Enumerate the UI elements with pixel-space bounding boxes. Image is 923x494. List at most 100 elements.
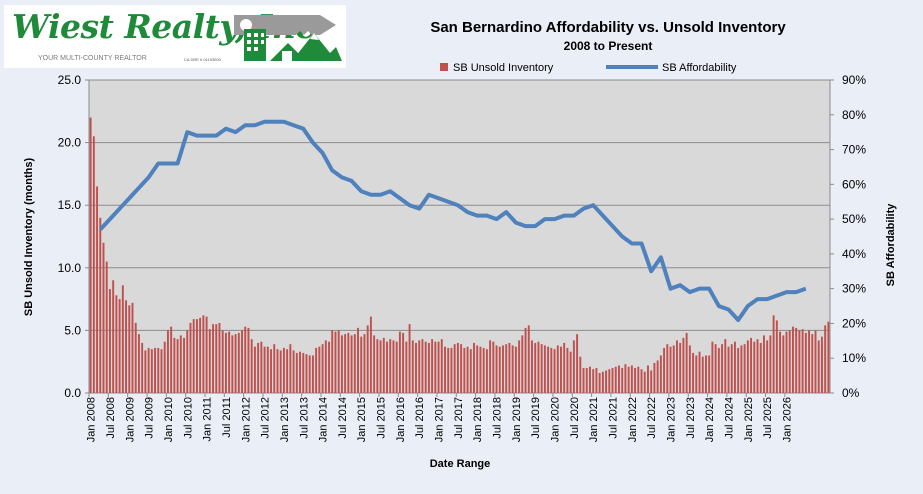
right-tick-label: 40% bbox=[842, 247, 866, 261]
inventory-bar bbox=[733, 341, 736, 393]
inventory-bar bbox=[756, 339, 759, 393]
inventory-bar bbox=[524, 327, 527, 393]
inventory-bar bbox=[505, 344, 508, 393]
inventory-bar bbox=[656, 360, 659, 393]
inventory-bar bbox=[424, 341, 427, 393]
inventory-bar bbox=[572, 340, 575, 393]
inventory-bar bbox=[682, 337, 685, 393]
inventory-bar bbox=[698, 351, 701, 393]
x-tick-label: Jan 2016 bbox=[395, 397, 407, 442]
inventory-bar bbox=[466, 346, 469, 393]
inventory-bar bbox=[627, 366, 630, 393]
inventory-bar bbox=[624, 364, 627, 393]
inventory-bar bbox=[408, 324, 411, 393]
inventory-bar bbox=[605, 370, 608, 393]
inventory-bar bbox=[550, 347, 553, 393]
x-tick-label: Jan 2011 bbox=[202, 397, 214, 441]
inventory-bar bbox=[647, 365, 649, 393]
inventory-bar bbox=[376, 339, 379, 393]
x-tick-label: Jan 2017 bbox=[434, 397, 446, 442]
inventory-bar bbox=[566, 347, 569, 393]
inventory-bar bbox=[659, 355, 662, 393]
inventory-bar bbox=[273, 344, 276, 393]
inventory-bar bbox=[147, 347, 150, 393]
inventory-bar bbox=[672, 345, 675, 393]
inventory-bar bbox=[340, 335, 343, 393]
inventory-bar bbox=[250, 339, 253, 393]
inventory-bar bbox=[334, 331, 337, 393]
inventory-bar bbox=[212, 324, 214, 393]
inventory-bar bbox=[195, 319, 198, 393]
inventory-bar bbox=[263, 346, 266, 393]
inventory-bars bbox=[89, 117, 830, 393]
x-tick-label: Jul 2008 bbox=[105, 397, 117, 439]
inventory-bar bbox=[221, 330, 224, 393]
inventory-bar bbox=[176, 339, 179, 393]
inventory-bar bbox=[585, 367, 588, 393]
x-tick-label: Jan 2023 bbox=[666, 397, 678, 442]
inventory-bar bbox=[740, 345, 743, 393]
inventory-bar bbox=[679, 342, 682, 393]
x-tick-label: Jul 2018 bbox=[492, 397, 504, 439]
inventory-bar bbox=[601, 371, 604, 393]
inventory-bar bbox=[392, 340, 395, 393]
inventory-bar bbox=[502, 345, 504, 393]
inventory-bar bbox=[366, 325, 369, 393]
inventory-bar bbox=[128, 305, 131, 393]
left-tick-label: 5.0 bbox=[64, 323, 81, 337]
inventory-bar bbox=[827, 321, 830, 393]
x-tick-label: Jul 2020 bbox=[569, 397, 581, 439]
inventory-bar bbox=[469, 349, 472, 393]
inventory-bar bbox=[772, 315, 775, 393]
inventory-bar bbox=[775, 320, 778, 393]
x-tick-label: Jul 2022 bbox=[646, 397, 658, 439]
inventory-bar bbox=[234, 334, 237, 393]
inventory-bar bbox=[498, 346, 501, 393]
inventory-bar bbox=[305, 354, 308, 393]
inventory-bar bbox=[357, 327, 359, 393]
inventory-bar bbox=[270, 349, 272, 393]
inventory-bar bbox=[170, 326, 173, 393]
inventory-bar bbox=[817, 340, 820, 393]
inventory-bar bbox=[779, 331, 782, 393]
right-tick-label: 0% bbox=[842, 386, 860, 400]
inventory-bar bbox=[99, 217, 102, 393]
inventory-bar bbox=[460, 344, 463, 393]
inventory-bar bbox=[395, 341, 398, 393]
inventory-bar bbox=[292, 350, 295, 393]
x-tick-label: Jul 2017 bbox=[453, 397, 465, 439]
x-tick-label: Jan 2024 bbox=[704, 397, 716, 442]
inventory-bar bbox=[808, 330, 811, 393]
right-tick-label: 10% bbox=[842, 351, 866, 365]
x-tick-label: Jul 2009 bbox=[144, 397, 156, 439]
inventory-bar bbox=[514, 346, 517, 393]
inventory-bar bbox=[373, 335, 376, 393]
inventory-bar bbox=[479, 346, 482, 393]
right-axis-ticks: 0% 10% 20% 30% 40% 50% 60% 70% 80% 90% bbox=[830, 73, 866, 400]
inventory-bar bbox=[344, 334, 347, 393]
affordability-series-line bbox=[98, 119, 807, 322]
inventory-bar bbox=[795, 327, 798, 393]
inventory-bar bbox=[218, 322, 221, 393]
inventory-bar bbox=[447, 347, 450, 393]
x-tick-label: Jan 2019 bbox=[511, 397, 523, 442]
left-tick-label: 10.0 bbox=[58, 261, 82, 275]
inventory-bar bbox=[192, 319, 195, 393]
inventory-bar bbox=[630, 365, 633, 393]
inventory-bar bbox=[618, 365, 620, 393]
inventory-bar bbox=[492, 341, 495, 393]
inventory-bar bbox=[166, 330, 169, 393]
inventory-bar bbox=[785, 331, 788, 393]
right-axis-label: SB Affordability bbox=[885, 203, 897, 287]
inventory-bar bbox=[579, 356, 582, 393]
inventory-bar bbox=[160, 349, 163, 393]
logo-license: CA DRE # 01193000 bbox=[184, 57, 221, 62]
inventory-bar bbox=[311, 355, 314, 393]
inventory-bar bbox=[534, 342, 537, 393]
inventory-bar bbox=[205, 316, 208, 393]
inventory-bar bbox=[611, 367, 614, 393]
inventory-bar bbox=[750, 337, 753, 393]
x-tick-label: Jan 2021 bbox=[588, 397, 600, 442]
inventory-bar bbox=[582, 367, 585, 393]
inventory-bar bbox=[382, 337, 385, 393]
